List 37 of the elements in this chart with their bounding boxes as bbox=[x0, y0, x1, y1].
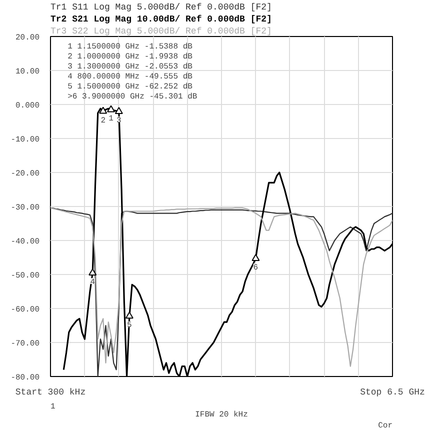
annotation: 4 800.00000 MHz -49.555 dB bbox=[68, 72, 193, 82]
annotation: 3 bbox=[116, 116, 122, 126]
annotation: 5 bbox=[127, 321, 132, 330]
annotation: 2 1.0000000 GHz -1.9938 dB bbox=[68, 52, 193, 62]
annotation: >6 3.9000000 GHz -45.301 dB bbox=[68, 92, 198, 102]
text: Tr1 S11 Log Mag 5.000dB/ Ref 0.000dB [F2] bbox=[50, 2, 272, 12]
y-tick-label: 10.00 bbox=[15, 68, 40, 76]
annotation: 4 bbox=[90, 278, 96, 287]
text: IFBW 20 kHz bbox=[195, 410, 248, 420]
y-tick-label: -30.00 bbox=[10, 204, 40, 212]
y-tick-label: -20.00 bbox=[10, 170, 40, 178]
y-tick-label: -80.00 bbox=[10, 374, 40, 382]
y-tick-label: -50.00 bbox=[10, 272, 40, 280]
x-tick-label: Stop 6.5 GHz bbox=[360, 388, 425, 398]
point bbox=[99, 106, 108, 114]
y-tick-label: -60.00 bbox=[10, 306, 40, 314]
annotation: 5 1.5000000 GHz -62.252 dB bbox=[68, 82, 193, 92]
y-tick-label: 0.000 bbox=[15, 102, 40, 110]
point bbox=[252, 254, 260, 262]
point bbox=[88, 268, 97, 276]
annotation: 2 bbox=[100, 116, 106, 126]
text: Tr2 S21 Log Mag 10.00dB/ Ref 0.000dB [F2] bbox=[50, 14, 272, 24]
point bbox=[114, 106, 123, 114]
text: Tr3 S22 Log Mag 5.000dB/ Ref 0.000dB [F2] bbox=[50, 26, 272, 36]
y-tick-label: 20.00 bbox=[15, 34, 40, 42]
x-tick-label: Start 300 kHz bbox=[15, 388, 86, 398]
annotation: 3 1.3000000 GHz -2.0553 dB bbox=[68, 62, 193, 72]
y-tick-label: -70.00 bbox=[10, 340, 40, 348]
annotation: 6 bbox=[253, 264, 258, 273]
y-tick-label: -10.00 bbox=[10, 136, 40, 144]
annotation: 1 1.1500000 GHz -1.5388 dB bbox=[68, 42, 193, 52]
annotation: 1 bbox=[108, 114, 114, 124]
point bbox=[107, 105, 116, 112]
text: Cor bbox=[378, 422, 393, 430]
y-tick-label: -40.00 bbox=[10, 238, 40, 246]
point bbox=[125, 312, 134, 319]
text: 1 bbox=[50, 402, 56, 412]
